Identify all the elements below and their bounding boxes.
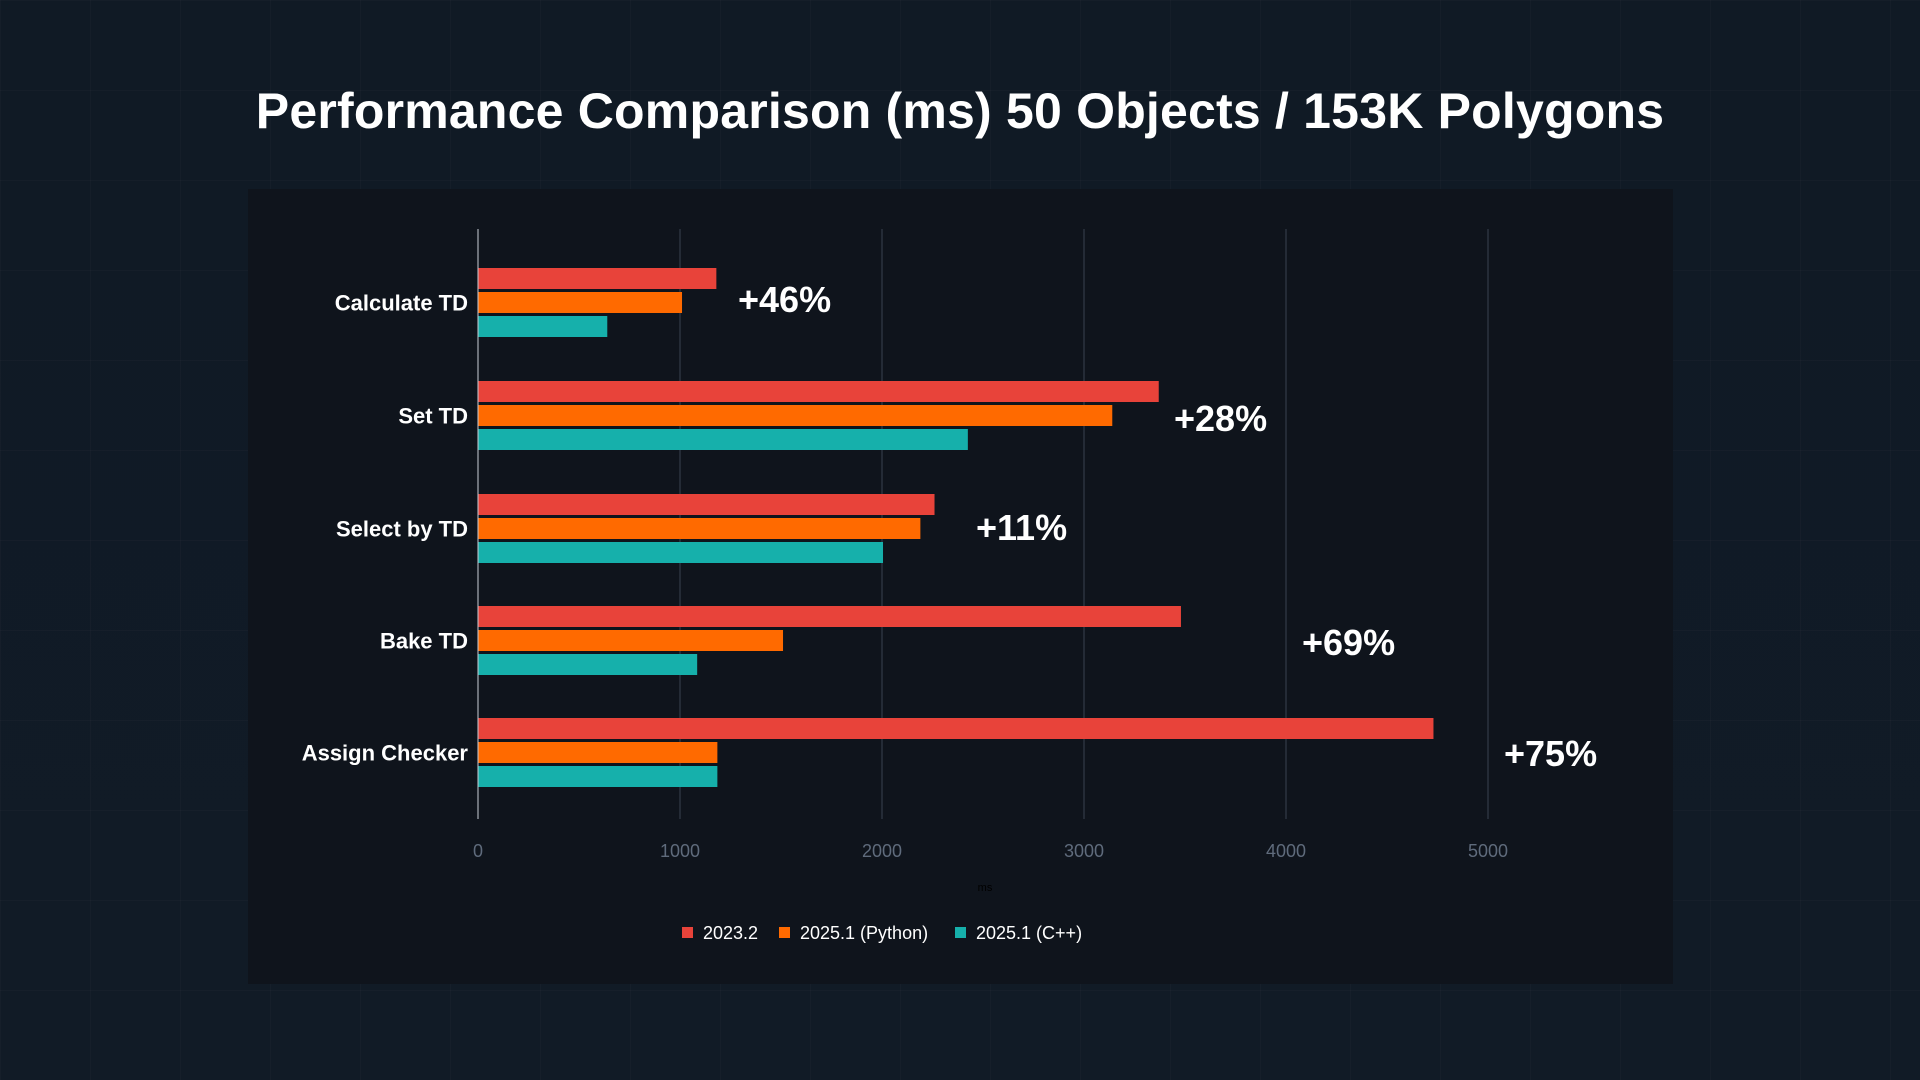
bar-4-0 [478,718,1434,739]
bar-3-1 [478,630,784,651]
legend-swatch-2 [955,927,966,938]
improvement-annotation-3: +69% [1302,622,1395,663]
improvement-annotation-0: +46% [738,279,831,320]
x-tick-label-3000: 3000 [1064,841,1104,861]
bar-1-1 [478,405,1113,426]
category-label-2: Select by TD [336,517,468,542]
legend-label-1: 2025.1 (Python) [800,923,928,943]
x-tick-label-1000: 1000 [660,841,700,861]
legend-swatch-1 [779,927,790,938]
bar-0-0 [478,268,717,289]
chart-panel: Calculate TD Set TD Select by TD Bake TD Ass… [248,189,1673,984]
legend-swatch-0 [682,927,693,938]
bar-1-0 [478,381,1159,402]
bar-3-0 [478,606,1181,627]
bar-4-2 [478,766,718,787]
x-tick-label-2000: 2000 [862,841,902,861]
chart-title: Performance Comparison (ms) 50 Objects /… [255,83,1665,139]
legend-label-2: 2025.1 (C++) [976,923,1082,943]
improvement-annotation-4: +75% [1504,733,1597,774]
bar-2-1 [478,518,921,539]
bar-2-0 [478,494,935,515]
category-label-4: Assign Checker [302,741,469,766]
x-axis-label: ms [978,882,993,894]
legend-label-0: 2023.2 [703,923,758,943]
x-tick-label-4000: 4000 [1266,841,1306,861]
category-label-1: Set TD [398,404,468,429]
bar-1-2 [478,429,968,450]
x-tick-label-5000: 5000 [1468,841,1508,861]
bar-4-1 [478,742,718,763]
x-tick-label-0: 0 [473,841,483,861]
bar-2-2 [478,542,884,563]
category-label-3: Bake TD [380,629,468,654]
improvement-annotation-1: +28% [1174,398,1267,439]
category-label-0: Calculate TD [335,291,468,316]
bar-3-2 [478,654,698,675]
bar-chart: Calculate TD Set TD Select by TD Bake TD Ass… [302,229,1597,943]
bar-0-1 [478,292,683,313]
improvement-annotation-2: +11% [976,507,1067,548]
bar-0-2 [478,316,608,337]
